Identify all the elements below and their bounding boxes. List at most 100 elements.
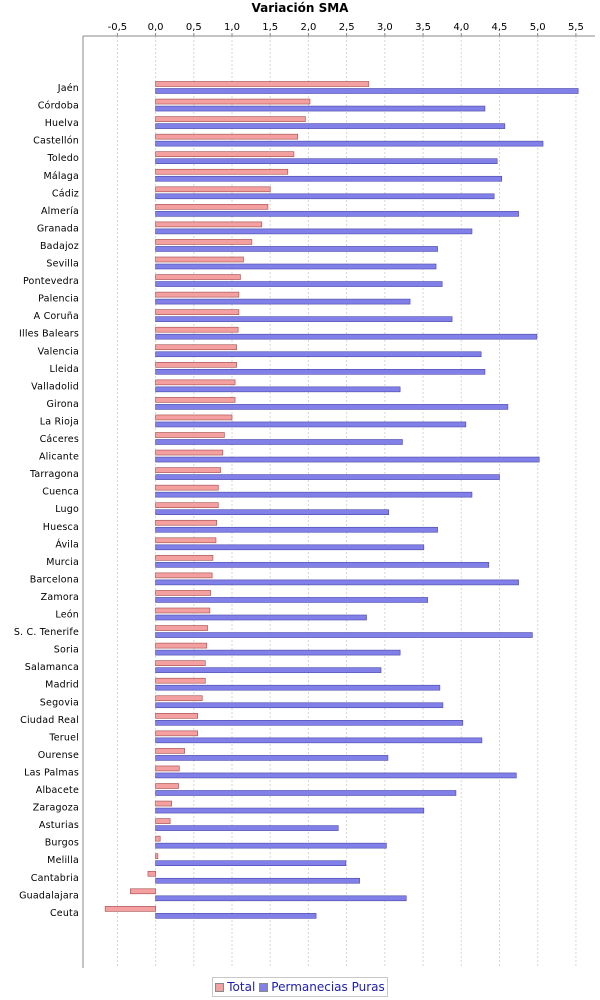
bar-total	[147, 870, 156, 877]
legend: Total Permanecias Puras	[212, 977, 388, 997]
bar-total	[155, 590, 211, 596]
bar-total	[155, 853, 159, 860]
category-label: Burgos	[45, 838, 79, 849]
bar-total	[155, 467, 221, 473]
bar-total	[155, 519, 218, 526]
category-label: Melilla	[47, 855, 79, 866]
bar-total	[155, 660, 206, 666]
category-label: Ceuta	[50, 908, 79, 919]
bar-permanencias	[155, 807, 425, 814]
bar-total	[155, 344, 237, 351]
category-label: Cáceres	[40, 434, 79, 445]
category-label: Almería	[41, 206, 79, 217]
bar-permanencias	[155, 211, 519, 217]
category-label: Las Palmas	[24, 767, 79, 778]
bar-total	[155, 712, 198, 719]
bar-total	[155, 291, 240, 298]
category-label: Huelva	[45, 118, 79, 129]
bar-total	[155, 677, 206, 684]
bar-total	[155, 748, 185, 754]
bar-total	[155, 379, 236, 386]
bar-permanencias	[155, 88, 579, 94]
bar-permanencias	[155, 193, 495, 200]
bar-permanencias	[155, 719, 464, 726]
category-label: Girona	[46, 399, 79, 410]
bar-total	[155, 256, 244, 263]
bar-permanencias	[155, 421, 467, 428]
category-label: Zamora	[41, 592, 79, 603]
bar-permanencias	[155, 597, 428, 603]
category-label: Lugo	[55, 504, 79, 515]
bar-total	[155, 151, 295, 157]
bar-permanencias	[155, 368, 486, 375]
bar-permanencias	[155, 439, 403, 445]
bar-permanencias	[155, 877, 360, 884]
bar-total	[155, 98, 311, 105]
bar-permanencias	[155, 456, 540, 463]
legend-item-total: Total	[215, 980, 255, 994]
bar-permanencias	[155, 913, 317, 919]
bar-permanencias	[155, 140, 544, 147]
category-label: Granada	[37, 223, 79, 234]
bar-permanencias	[155, 842, 387, 849]
bar-total	[155, 432, 225, 438]
category-label: Cantabria	[31, 873, 79, 884]
x-tick-label: 4,0	[453, 22, 469, 33]
bar-permanencias	[155, 263, 437, 270]
category-label: Palencia	[38, 294, 79, 305]
category-label: La Rioja	[40, 416, 79, 427]
bar-total	[155, 484, 219, 491]
category-label: S. C. Tenerife	[14, 627, 79, 638]
bar-permanencias	[155, 175, 503, 182]
x-tick-labels: -0,5 0,0 0,5 1,0 1,5 2,0 2,5 3,0 3,5 4,0 4,5 5,0 5,5	[108, 22, 584, 33]
category-label: Teruel	[48, 732, 79, 743]
bar-total	[155, 133, 299, 140]
bar-total	[155, 274, 241, 280]
bar-total	[155, 449, 224, 456]
bar-permanencias	[155, 246, 438, 252]
category-label: Valladolid	[31, 381, 79, 392]
x-tick-label: 1,0	[224, 22, 240, 33]
category-label: Asturias	[39, 820, 79, 831]
bar-total	[155, 221, 263, 228]
bar-total	[155, 361, 237, 368]
category-label: Cádiz	[52, 188, 79, 199]
category-label: Castellón	[33, 136, 79, 147]
bar-permanencias	[155, 228, 473, 235]
bar-permanencias	[155, 684, 441, 691]
category-label: Murcia	[46, 557, 79, 568]
category-label: Segovia	[40, 697, 79, 708]
category-label: Lleida	[50, 364, 79, 375]
category-labels: Jaén Córdoba Huelva Castellón Toledo Málaga Cá…	[14, 83, 79, 919]
bar-permanencias	[155, 825, 339, 831]
bar-total	[155, 783, 179, 789]
x-tick-label: 0,0	[148, 22, 164, 33]
bar-permanencias	[155, 632, 533, 638]
category-label: Ciudad Real	[20, 715, 79, 726]
bar-permanencias	[155, 702, 444, 709]
bar-permanencias	[155, 526, 438, 533]
bar-total	[155, 572, 213, 579]
x-tick-label: 3,0	[377, 22, 393, 33]
category-label: Pontevedra	[23, 276, 79, 287]
bar-permanencias	[155, 895, 407, 902]
bar-total	[155, 81, 370, 87]
bar-total	[155, 168, 289, 175]
bar-total	[155, 537, 217, 544]
bar-total	[155, 607, 211, 614]
category-label: Barcelona	[30, 574, 79, 585]
bar-total	[155, 239, 253, 245]
category-label: Sevilla	[46, 259, 79, 270]
category-label: Cuenca	[42, 487, 79, 498]
x-tick-label: 2,0	[300, 22, 316, 33]
category-label: León	[55, 610, 79, 621]
bar-total	[155, 835, 161, 842]
bar-permanencias	[155, 123, 506, 129]
category-label: Alicante	[39, 452, 79, 463]
bar-permanencias	[155, 158, 498, 164]
category-label: Córdoba	[38, 101, 79, 112]
category-label: Valencia	[38, 346, 79, 357]
bar-total	[155, 397, 236, 403]
legend-label-permanencias: Permanecias Puras	[271, 980, 385, 994]
